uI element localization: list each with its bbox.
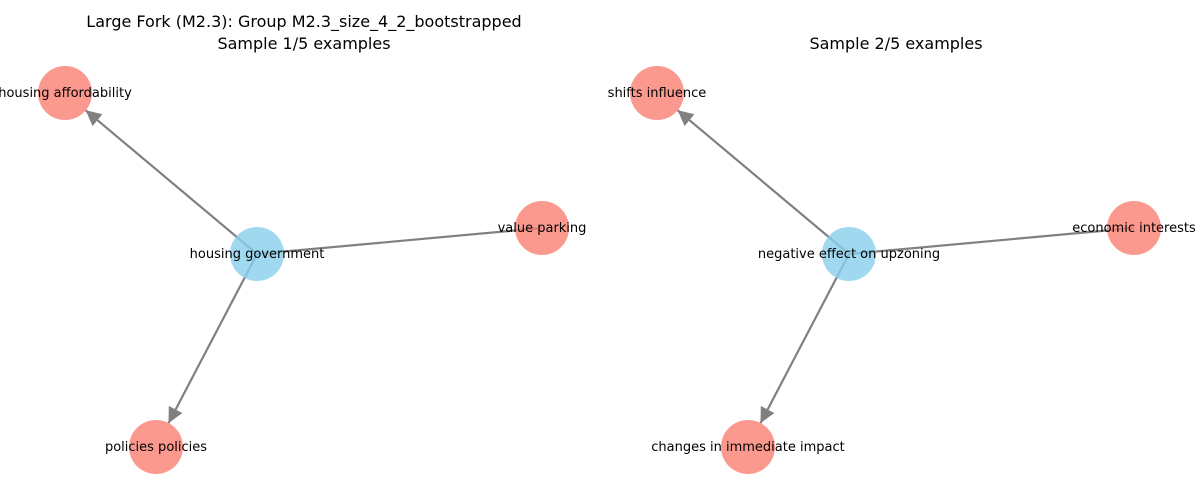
leaf-label-changes-in-immediate-impact: changes in immediate impact [651,440,844,455]
leaf-label-shifts-influence: shifts influence [608,86,707,101]
center-node-label: negative effect on upzoning [758,247,940,262]
edge-center-to-shifts-influence [676,109,850,255]
edge-center-to-changes-in-immediate-impact [759,253,850,424]
panel-1: Large Fork (M2.3): Group M2.3_size_4_2_b… [0,12,586,474]
edge-center-to-policies-policies [167,253,258,424]
center-node-label: housing government [190,247,325,262]
center-node [822,227,876,281]
edge-center-to-value-parking [256,226,543,256]
panel-1-title-line-2: Sample 1/5 examples [217,34,390,53]
leaf-label-housing-affordability: housing affordability [0,86,132,101]
leaf-node-value-parking [515,201,569,255]
leaf-node-housing-affordability [38,66,92,120]
leaf-node-shifts-influence [630,66,684,120]
edge-center-to-economic-interests [848,226,1135,256]
leaf-label-economic-interests: economic interests [1072,221,1196,236]
leaf-node-changes-in-immediate-impact [721,420,775,474]
leaf-label-value-parking: value parking [498,221,587,236]
center-node [230,227,284,281]
leaf-node-policies-policies [129,420,183,474]
panel-2: Sample 2/5 examples negative effect on u… [608,34,1196,474]
leaf-node-economic-interests [1107,201,1161,255]
edge-center-to-housing-affordability [84,109,258,255]
panel-2-title-line-1: Sample 2/5 examples [809,34,982,53]
panel-1-title-line-1: Large Fork (M2.3): Group M2.3_size_4_2_b… [86,12,521,32]
leaf-label-policies-policies: policies policies [105,440,207,455]
